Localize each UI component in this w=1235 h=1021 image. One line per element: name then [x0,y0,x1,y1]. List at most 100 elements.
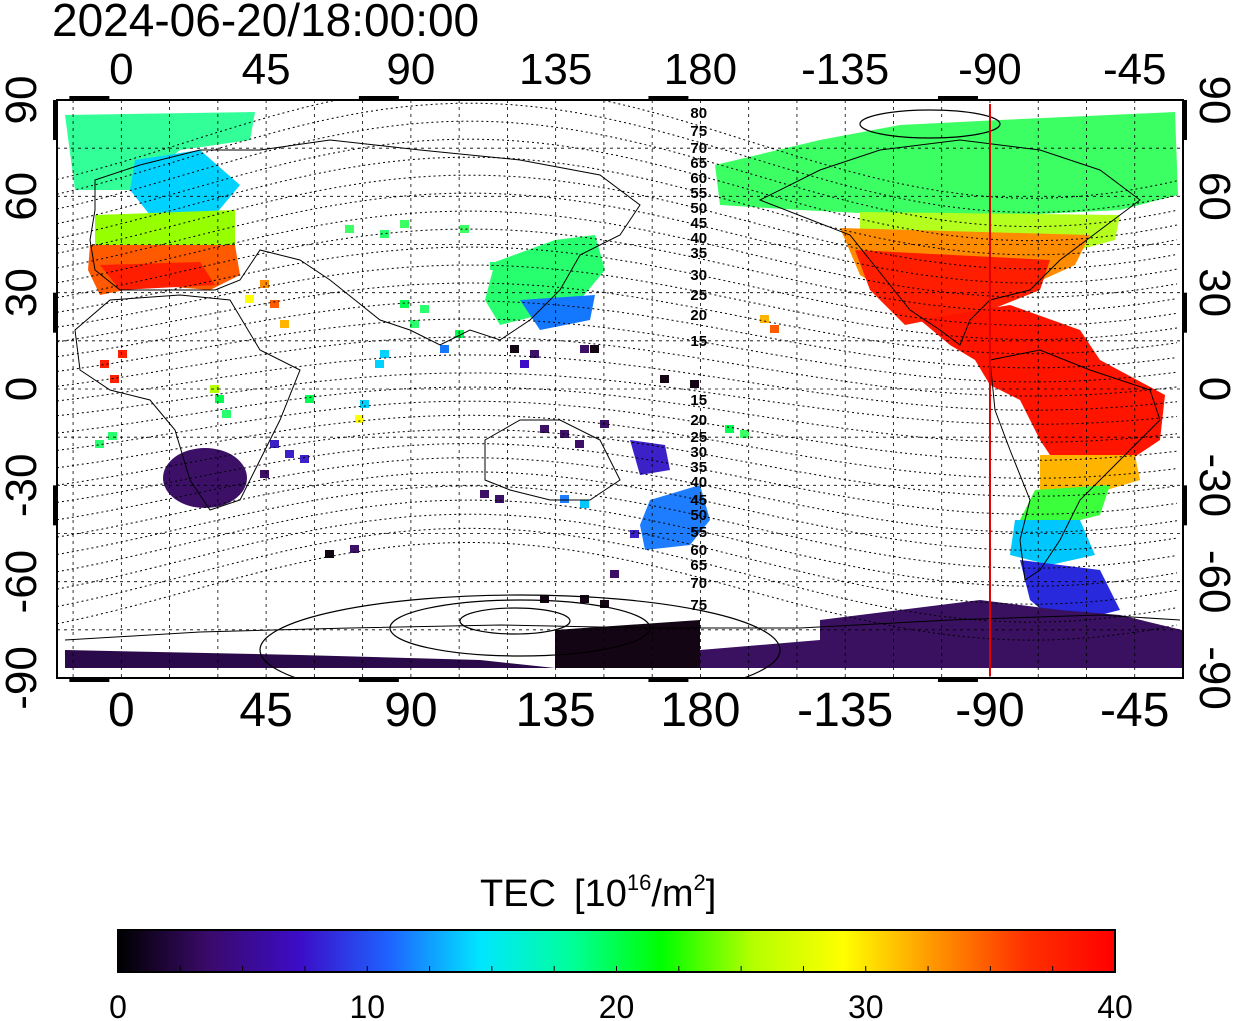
contour-line [57,228,1178,312]
tec-cell [375,360,384,368]
contour-label: 65 [690,155,707,172]
tec-cell [65,650,555,668]
x-tick-label-top: -45 [1103,45,1167,94]
contour-labels: 8075706560555045403530252015152025303540… [690,105,707,614]
tec-cell [770,325,779,333]
tec-cell [700,600,1182,668]
tec-cell [600,600,609,608]
x-tick-label-top: 45 [242,45,291,94]
tec-cell [270,440,279,448]
contour-label: 55 [690,524,707,541]
tec-cell [280,320,289,328]
y-tick-label-right: 0 [1190,377,1235,401]
contour-label: 25 [690,429,707,446]
y-tick-label-left: -30 [0,454,46,518]
tec-cell [580,345,589,353]
contour-line [57,457,1178,533]
x-tick-label-bottom: 45 [239,684,292,737]
tec-cell [400,300,409,308]
contour-label: 40 [690,230,707,247]
contour-label: 75 [690,597,707,614]
tec-cell [260,470,269,478]
contour-label: 70 [690,140,707,157]
y-tick-label-left: 90 [0,76,46,125]
x-tick-label-bottom: 90 [384,684,437,737]
tec-cell [630,530,639,538]
tec-cell [1010,520,1095,565]
colorbar-ramp [117,929,1116,973]
x-axis-top-labels: 0 45 90 135 180 -135 -90 -45 [109,45,1166,94]
tec-cell [610,570,619,578]
contour-line [57,443,1178,515]
x-tick-label-top: -90 [958,45,1022,94]
contour-line [57,210,1178,298]
antarctica-coast [64,614,1181,641]
tec-cell [222,410,231,418]
tec-cell [210,385,219,393]
tec-cell [100,262,215,290]
y-tick-label-right: 30 [1190,268,1235,317]
plot-frame [56,99,1184,679]
contour-label: 70 [690,575,707,592]
contour-line [57,264,1178,340]
y-tick-label-right: -90 [1190,646,1235,710]
y-tick-label-right: 90 [1190,76,1235,125]
colorbar-tick-label: 40 [1097,989,1133,1021]
tec-cell [245,295,254,303]
x-tick-label-bottom: 135 [516,684,596,737]
south-america-coast [989,349,1161,581]
tec-cell [690,380,699,388]
tec-cell [215,395,224,403]
tec-cell [118,350,127,358]
tec-cell [715,112,1178,215]
x-tick-label-bottom: -90 [955,684,1024,737]
tec-cell [350,545,359,553]
tec-cell [495,495,504,503]
tec-cell [95,440,104,448]
tec-cell [345,225,354,233]
contour-label: 60 [690,170,707,187]
tec-cell [530,350,539,358]
map-title: 2024-06-20/18:00:00 [52,0,479,46]
colorbar-tick-label: 10 [349,989,385,1021]
tec-cell [410,320,419,328]
contour-label: 30 [690,444,707,461]
tec-cell [490,262,499,270]
contour-label: 20 [690,412,707,429]
y-tick-label-right: -30 [1190,454,1235,518]
y-tick-label-left: -60 [0,550,46,614]
frame-tick-bars [53,96,1187,682]
contour-label: 65 [690,557,707,574]
tec-cell [163,448,247,508]
colorbar-tick-label: 30 [848,989,884,1021]
x-tick-label-bottom: -45 [1100,684,1169,737]
tec-cell [630,440,670,475]
tec-cell [1020,485,1110,525]
tec-cell [360,400,369,408]
tec-cell [380,230,389,238]
contour-label: 75 [690,123,707,140]
x-tick-label-bottom: -135 [797,684,893,737]
tec-cell [660,375,669,383]
x-tick-label-top: 90 [386,45,435,94]
tec-cell [325,550,334,558]
map-plot-area: 8075706560555045403530252015152025303540… [53,96,1187,682]
tec-cell [108,432,117,440]
tec-cell [100,360,109,368]
contour-line [57,485,1178,569]
north-america-coast [758,139,1141,346]
colorbar-ticks: 0 10 20 30 40 [109,966,1133,1021]
tec-cell [485,235,605,325]
contour-label: 50 [690,200,707,217]
tec-cell [760,315,769,323]
contour-label: 60 [690,542,707,559]
y-tick-label-right: 60 [1190,172,1235,221]
contour-label: 20 [690,307,707,324]
y-tick-label-left: -90 [0,646,46,710]
tec-cell [65,112,255,190]
tec-cell [590,345,599,353]
tec-cell [520,360,529,368]
contour-label: 35 [690,245,707,262]
contour-line [57,542,1178,641]
